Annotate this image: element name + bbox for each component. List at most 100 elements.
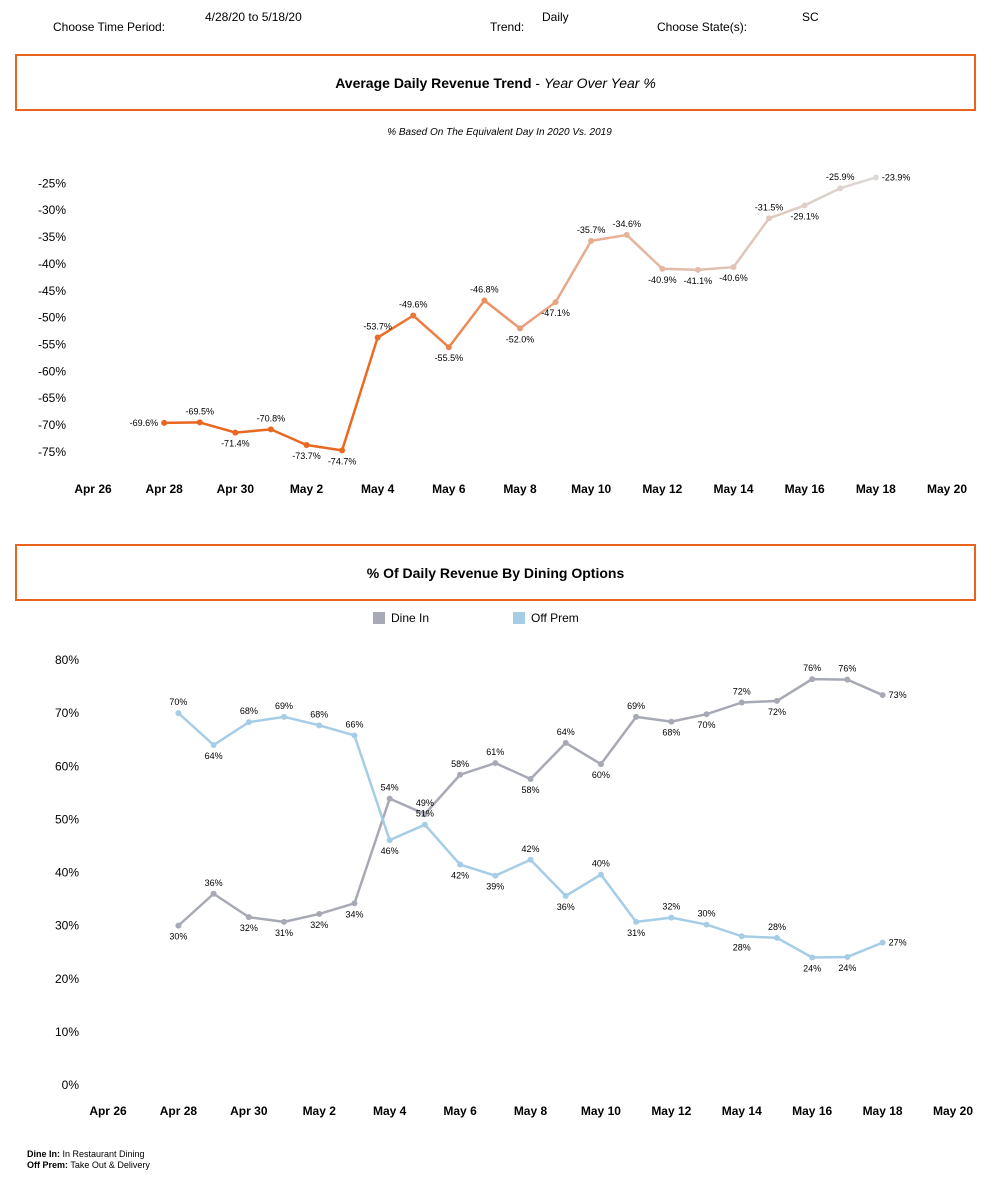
chart2-point-dine-in — [175, 922, 182, 929]
chart1-x-tick: May 18 — [856, 482, 896, 496]
chart1-point — [374, 334, 381, 341]
chart1-point — [730, 264, 737, 271]
legend-dine-in-label: Dine In — [391, 611, 430, 625]
chart1-data-label: -41.1% — [684, 276, 713, 286]
state-value[interactable]: SC — [802, 10, 819, 24]
chart1-y-tick: -40% — [38, 257, 66, 271]
chart2-data-label-off-prem: 31% — [627, 928, 645, 938]
chart2-point-dine-in — [281, 918, 288, 925]
time-period-value[interactable]: 4/28/20 to 5/18/20 — [205, 10, 302, 24]
chart1-data-label: -46.8% — [470, 284, 499, 294]
footnote-off-prem-term: Off Prem: — [27, 1160, 69, 1170]
chart2-point-dine-in — [844, 676, 851, 683]
chart1-data-label: -40.6% — [719, 273, 748, 283]
chart2-data-label-off-prem: 64% — [205, 751, 223, 761]
chart2-x-axis: Apr 26 Apr 28 Apr 30 May 2 May 4 May 6 May 8 Ma… — [89, 1104, 973, 1118]
chart2-y-tick: 0% — [62, 1078, 80, 1092]
chart1-y-tick: -75% — [38, 445, 66, 459]
chart2-point-off-prem — [633, 918, 640, 925]
chart1-x-tick: May 20 — [927, 482, 967, 496]
chart2-point-dine-in — [773, 697, 780, 704]
chart1-x-axis: Apr 26 Apr 28 Apr 30 May 2 May 4 May 6 May 8 Ma… — [74, 482, 967, 496]
chart2-point-off-prem — [175, 710, 182, 717]
chart1-series: -69.6% -69.5% -71.4% -70.8% -73.7% -74.7% -53.… — [130, 172, 911, 466]
chart1-point — [481, 297, 488, 304]
chart2-point-off-prem — [844, 953, 851, 960]
chart2-data-label-off-prem: 28% — [768, 922, 786, 932]
chart1-title-separator: - — [531, 74, 544, 91]
chart1-data-label: -31.5% — [755, 202, 784, 212]
chart1-data-label: -53.7% — [363, 322, 392, 332]
chart2-point-dine-in — [703, 711, 710, 718]
chart2-point-off-prem — [879, 939, 886, 946]
chart1-title-italic: Year Over Year % — [543, 74, 656, 91]
chart2-point-off-prem — [457, 861, 464, 868]
chart1-point — [196, 419, 203, 426]
chart1-x-tick: Apr 28 — [145, 482, 183, 496]
state-label: Choose State(s): — [657, 20, 748, 34]
chart2-data-label-dine-in: 76% — [838, 664, 856, 674]
footnote-off-prem-desc: Take Out & Delivery — [68, 1160, 150, 1170]
chart1-point — [694, 266, 701, 273]
chart1-point — [801, 202, 808, 209]
chart1-point — [517, 325, 523, 332]
chart1-point — [410, 312, 417, 319]
legend-off-prem[interactable]: Off Prem — [513, 611, 579, 625]
chart1-data-label: -70.8% — [257, 413, 286, 423]
chart2-point-dine-in — [421, 811, 428, 818]
chart2-data-label-dine-in: 32% — [310, 920, 328, 930]
legend-dine-in[interactable]: Dine In — [373, 611, 429, 625]
chart1-point — [588, 237, 595, 244]
chart2-point-dine-in — [351, 900, 358, 907]
chart2-x-tick: May 14 — [722, 1104, 762, 1118]
chart2-x-tick: May 8 — [514, 1104, 548, 1118]
chart2-y-tick: 70% — [55, 706, 79, 720]
footnote: Dine In: In Restaurant Dining Off Prem: … — [27, 1149, 150, 1171]
chart2-data-label-dine-in: 30% — [169, 932, 187, 942]
chart2-data-label-off-prem: 32% — [662, 902, 680, 912]
chart2-data-label-off-prem: 46% — [381, 846, 399, 856]
chart2-data-label-dine-in: 49% — [416, 798, 434, 808]
chart1-point — [872, 174, 879, 181]
chart2-point-off-prem — [668, 914, 675, 921]
chart1-data-label: -49.6% — [399, 300, 428, 310]
chart1-x-tick: May 16 — [785, 482, 825, 496]
chart2-x-tick: Apr 26 — [89, 1104, 127, 1118]
chart2-point-dine-in — [633, 713, 640, 720]
chart2-data-label-off-prem: 28% — [733, 942, 751, 952]
chart2-point-dine-in — [668, 718, 675, 725]
chart2-data-label-dine-in: 69% — [627, 701, 645, 711]
chart2-point-off-prem — [527, 856, 534, 863]
chart1-point — [267, 426, 274, 433]
chart2-y-tick: 40% — [55, 866, 79, 880]
chart1-point — [445, 344, 452, 351]
chart2-point-off-prem — [773, 934, 780, 941]
chart2-data-label-off-prem: 66% — [345, 719, 363, 729]
chart2-data-label-off-prem: 39% — [486, 882, 504, 892]
chart2-x-tick: May 6 — [443, 1104, 477, 1118]
legend-dine-in-swatch — [373, 612, 385, 624]
chart1-x-tick: May 10 — [571, 482, 611, 496]
chart1-data-label: -73.7% — [292, 451, 321, 461]
chart1-point — [232, 429, 239, 436]
chart2-data-label-dine-in: 54% — [381, 783, 399, 793]
chart2-x-tick: Apr 30 — [230, 1104, 268, 1118]
chart2-y-tick: 20% — [55, 972, 79, 986]
chart2-data-label-dine-in: 76% — [803, 663, 821, 673]
chart1-data-label: -34.6% — [612, 219, 641, 229]
time-period-label: Choose Time Period: — [53, 20, 166, 34]
chart2-point-off-prem — [562, 892, 569, 899]
chart2-point-dine-in — [527, 776, 534, 782]
chart1-data-label: -35.7% — [577, 225, 606, 235]
chart2-data-label-dine-in: 58% — [521, 785, 539, 795]
chart2-svg: 0%10%20%30%40%50%60%70%80% Apr 26 Apr 28 A… — [55, 653, 973, 1118]
chart2-data-label-dine-in: 60% — [592, 770, 610, 780]
chart2-data-label-off-prem: 42% — [451, 871, 469, 881]
chart2-data-label-dine-in: 61% — [486, 747, 504, 757]
legend-off-prem-swatch — [513, 612, 525, 624]
trend-value[interactable]: Daily — [542, 10, 569, 24]
chart2-data-label-dine-in: 73% — [889, 690, 907, 700]
chart2-data-label-dine-in: 36% — [205, 878, 223, 888]
chart2-data-label-off-prem: 42% — [521, 844, 539, 854]
chart2-point-off-prem — [738, 933, 745, 940]
